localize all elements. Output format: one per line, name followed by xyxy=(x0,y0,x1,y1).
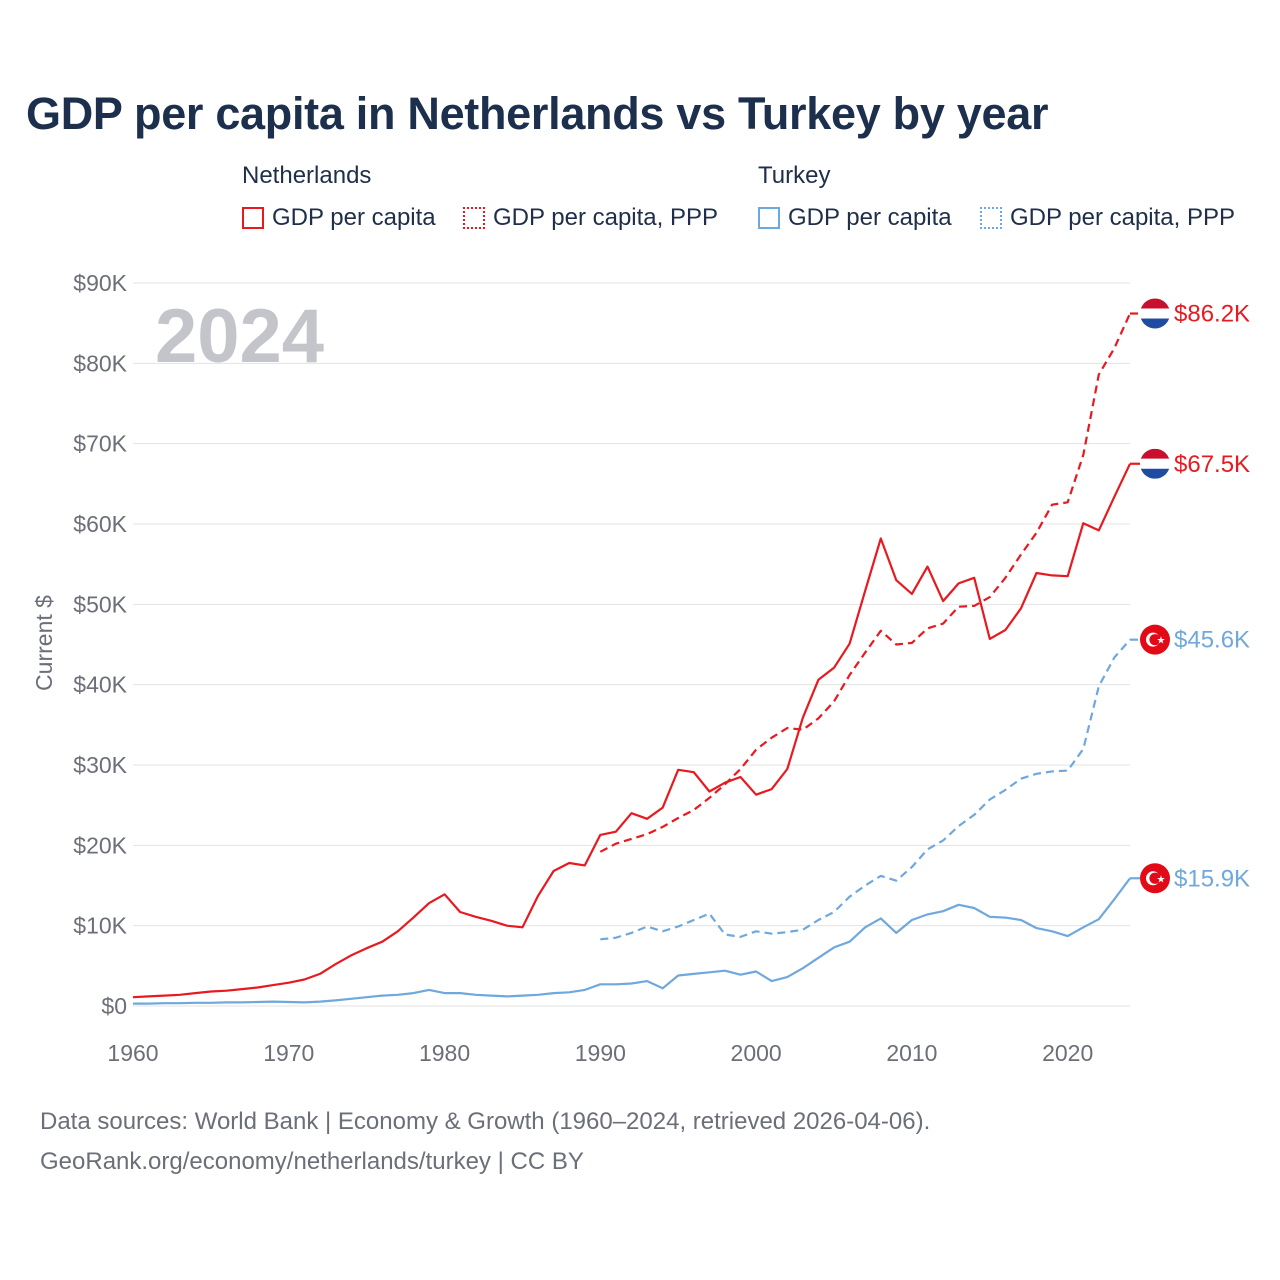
series-line-turkey-ppp[interactable] xyxy=(600,638,1131,941)
x-tick-label: 1980 xyxy=(419,1040,470,1066)
y-tick-label: $20K xyxy=(73,832,127,858)
y-tick-label: $40K xyxy=(73,672,127,698)
y-tick-label: $0 xyxy=(101,993,127,1019)
x-tick-label: 2020 xyxy=(1042,1040,1093,1066)
y-tick-label: $10K xyxy=(73,913,127,939)
y-tick-label: $70K xyxy=(73,431,127,457)
turkey-flag-icon: ★ xyxy=(1140,863,1170,894)
y-tick-label: $80K xyxy=(73,350,127,376)
x-tick-label: 1990 xyxy=(575,1040,626,1066)
series-line-turkey-gdp[interactable] xyxy=(133,877,1131,1005)
netherlands-flag-icon xyxy=(1140,298,1170,329)
end-value-label: $67.5K xyxy=(1174,451,1250,478)
x-tick-label: 2010 xyxy=(886,1040,937,1066)
end-value-label: $45.6K xyxy=(1174,627,1250,654)
x-tick-label: 1970 xyxy=(263,1040,314,1066)
series-line-netherlands-ppp[interactable] xyxy=(599,313,1132,853)
turkey-flag-icon: ★ xyxy=(1140,624,1170,655)
legend-swatch-solid xyxy=(758,207,780,229)
y-tick-label: $60K xyxy=(73,511,127,537)
x-tick-label: 2000 xyxy=(731,1040,782,1066)
legend-item-turkey-ppp[interactable]: GDP per capita, PPP xyxy=(980,204,1235,232)
legend-label: GDP per capita, PPP xyxy=(1010,204,1235,231)
legend-label: GDP per capita xyxy=(788,204,952,231)
footer-sources: Data sources: World Bank | Economy & Gro… xyxy=(40,1108,931,1135)
x-tick-label: 1960 xyxy=(107,1040,158,1066)
y-tick-label: $50K xyxy=(73,591,127,617)
year-watermark: 2024 xyxy=(155,294,324,379)
legend-swatch-dotted xyxy=(980,207,1002,229)
y-tick-label: $90K xyxy=(73,270,127,296)
y-axis-label: Current $ xyxy=(31,595,57,691)
y-tick-label: $30K xyxy=(73,752,127,778)
svg-text:★: ★ xyxy=(1157,636,1166,647)
legend-swatch-solid xyxy=(242,207,264,229)
series-layer xyxy=(132,313,1132,1005)
legend-item-netherlands-ppp[interactable]: GDP per capita, PPP xyxy=(463,204,718,232)
series-line-netherlands-gdp[interactable] xyxy=(132,463,1131,999)
chart-title: GDP per capita in Netherlands vs Turkey … xyxy=(26,88,1049,139)
legend-group-netherlands: Netherlands xyxy=(242,162,372,189)
legend-label: GDP per capita xyxy=(272,204,436,231)
netherlands-flag-icon xyxy=(1140,448,1170,479)
endpoints-layer: $67.5K $86.2K ★ $15.9K ★ $45.6K xyxy=(1130,298,1250,894)
legend-item-turkey-gdp[interactable]: GDP per capita xyxy=(758,204,952,232)
grid-layer xyxy=(133,282,1130,1007)
end-value-label: $86.2K xyxy=(1174,301,1250,328)
legend-item-netherlands-gdp[interactable]: GDP per capita xyxy=(242,204,436,232)
svg-text:★: ★ xyxy=(1157,874,1166,885)
legend-label: GDP per capita, PPP xyxy=(493,204,718,231)
end-value-label: $15.9K xyxy=(1174,865,1250,892)
legend-swatch-dotted xyxy=(463,207,485,229)
ticks-layer: $0 $10K $20K $30K $40K $50K $60K $70K $80K $90K 19… xyxy=(73,270,1093,1066)
legend-group-turkey: Turkey xyxy=(758,162,831,189)
footer-attribution: GeoRank.org/economy/netherlands/turkey |… xyxy=(40,1148,584,1175)
